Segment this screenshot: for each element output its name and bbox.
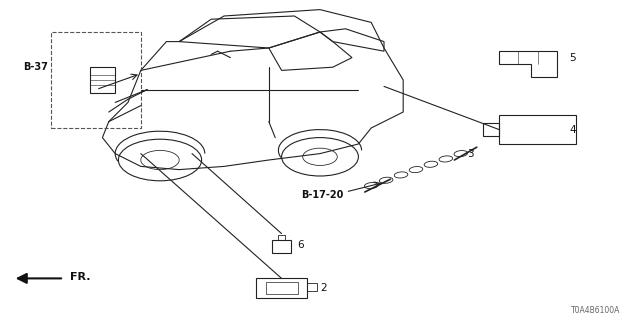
Text: B-37: B-37 [23,62,48,72]
Bar [278,235,285,240]
Text: T0A4B6100A: T0A4B6100A [572,306,621,315]
Text: 2: 2 [320,283,326,293]
Bar [51,32,141,128]
Bar [272,240,291,253]
Bar [307,283,317,291]
Bar [266,282,298,294]
Bar [499,115,576,144]
Text: 5: 5 [570,52,576,63]
Text: 3: 3 [467,148,474,159]
Bar [256,278,307,298]
Text: 4: 4 [570,124,576,135]
Text: FR.: FR. [70,272,91,282]
Bar [90,67,115,93]
Bar [483,123,499,136]
Text: 6: 6 [298,240,304,250]
Text: B-17-20: B-17-20 [301,190,343,200]
